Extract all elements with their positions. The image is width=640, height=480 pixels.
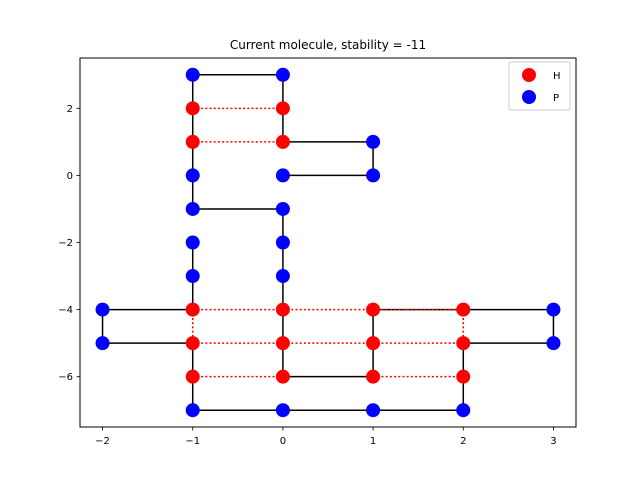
residue-h xyxy=(185,101,200,116)
legend-label-h: H xyxy=(553,71,561,82)
residue-h xyxy=(366,369,381,384)
residue-h xyxy=(185,302,200,317)
chain-layer xyxy=(101,74,555,411)
residue-p xyxy=(366,134,381,149)
residue-h xyxy=(275,369,290,384)
x-tick-label: 2 xyxy=(460,436,466,447)
y-tick-label: −4 xyxy=(58,305,73,316)
residue-p xyxy=(185,67,200,82)
residue-p xyxy=(456,403,471,418)
x-tick-label: −1 xyxy=(185,436,200,447)
residue-h xyxy=(185,369,200,384)
y-tick-label: 0 xyxy=(67,171,73,182)
residue-p xyxy=(275,403,290,418)
x-tick-label: 0 xyxy=(280,436,286,447)
residue-h xyxy=(366,336,381,351)
residue-p xyxy=(275,269,290,284)
chart-title: Current molecule, stability = -11 xyxy=(230,38,426,52)
x-tick-label: 1 xyxy=(370,436,376,447)
residue-p xyxy=(185,201,200,216)
residue-p xyxy=(546,336,561,351)
residue-p xyxy=(185,235,200,250)
residue-h xyxy=(366,302,381,317)
x-tick-label: −2 xyxy=(95,436,110,447)
plot-area-frame xyxy=(79,57,577,428)
residue-h xyxy=(275,101,290,116)
residue-h xyxy=(275,302,290,317)
residue-h xyxy=(456,369,471,384)
x-axis: −2 −1 0 1 2 3 xyxy=(95,427,557,447)
residue-h xyxy=(456,336,471,351)
legend: H P xyxy=(508,61,571,111)
residue-p xyxy=(95,336,110,351)
legend-marker-p xyxy=(522,90,536,104)
y-tick-label: −6 xyxy=(58,372,73,383)
residue-h xyxy=(185,134,200,149)
y-tick-label: 2 xyxy=(67,104,73,115)
residue-p xyxy=(185,168,200,183)
residue-p xyxy=(366,403,381,418)
x-tick-label: 3 xyxy=(550,436,556,447)
residue-p xyxy=(185,269,200,284)
legend-box xyxy=(508,61,571,111)
residue-h xyxy=(185,336,200,351)
residue-h xyxy=(275,134,290,149)
residue-p xyxy=(275,201,290,216)
residue-h xyxy=(275,336,290,351)
y-axis: 2 0 −2 −4 −6 xyxy=(58,104,80,383)
residue-p xyxy=(275,168,290,183)
residue-p xyxy=(275,235,290,250)
residue-p xyxy=(185,403,200,418)
y-tick-label: −2 xyxy=(58,238,73,249)
legend-label-p: P xyxy=(553,93,559,104)
contact-layer xyxy=(191,107,465,378)
residue-p xyxy=(95,302,110,317)
residue-p xyxy=(275,67,290,82)
residue-p xyxy=(366,168,381,183)
residue-p xyxy=(546,302,561,317)
legend-marker-h xyxy=(522,68,536,82)
point-layer xyxy=(95,67,561,418)
residue-h xyxy=(456,302,471,317)
